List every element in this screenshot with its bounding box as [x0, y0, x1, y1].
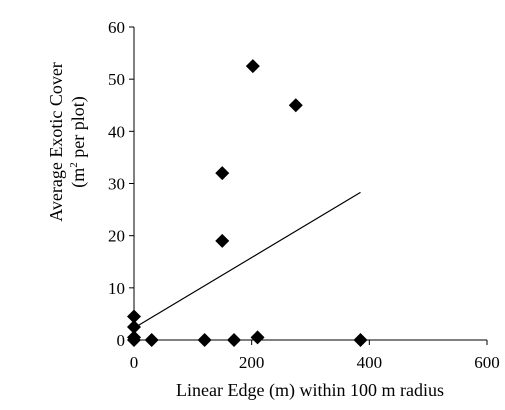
- data-point: [245, 59, 260, 74]
- y-axis-title-line2: (m2 per plot): [68, 96, 89, 187]
- y-axis-title-superscript: 2: [68, 162, 80, 168]
- y-axis-title-line1: Average Exotic Cover: [46, 62, 66, 222]
- data-point: [288, 98, 303, 113]
- y-axis-title-rest: per plot): [68, 96, 89, 162]
- data-point: [215, 166, 230, 181]
- y-tick-label: 20: [108, 227, 125, 246]
- x-tick-label: 0: [130, 353, 139, 372]
- y-tick-label: 50: [108, 70, 125, 89]
- x-axis-title: Linear Edge (m) within 100 m radius: [176, 380, 444, 401]
- data-point: [197, 333, 212, 347]
- y-axis-title: Average Exotic Cover (m2 per plot): [46, 62, 89, 222]
- data-point: [250, 330, 265, 345]
- data-point: [127, 333, 141, 347]
- y-tick-label: 40: [108, 122, 125, 141]
- data-point: [353, 333, 368, 347]
- data-point: [215, 233, 230, 248]
- y-tick-label: 60: [108, 18, 125, 37]
- y-tick-label: 0: [117, 331, 126, 350]
- trendline: [133, 191, 361, 329]
- data-point: [127, 319, 141, 334]
- x-tick-label: 600: [474, 353, 500, 372]
- data-point: [127, 309, 141, 324]
- data-point: [227, 333, 242, 347]
- data-point: [144, 333, 159, 347]
- x-tick-label: 400: [357, 353, 383, 372]
- y-tick-label: 30: [108, 175, 125, 194]
- y-tick-label: 10: [108, 279, 125, 298]
- y-axis-title-open: (m: [68, 168, 89, 188]
- x-tick-label: 200: [239, 353, 265, 372]
